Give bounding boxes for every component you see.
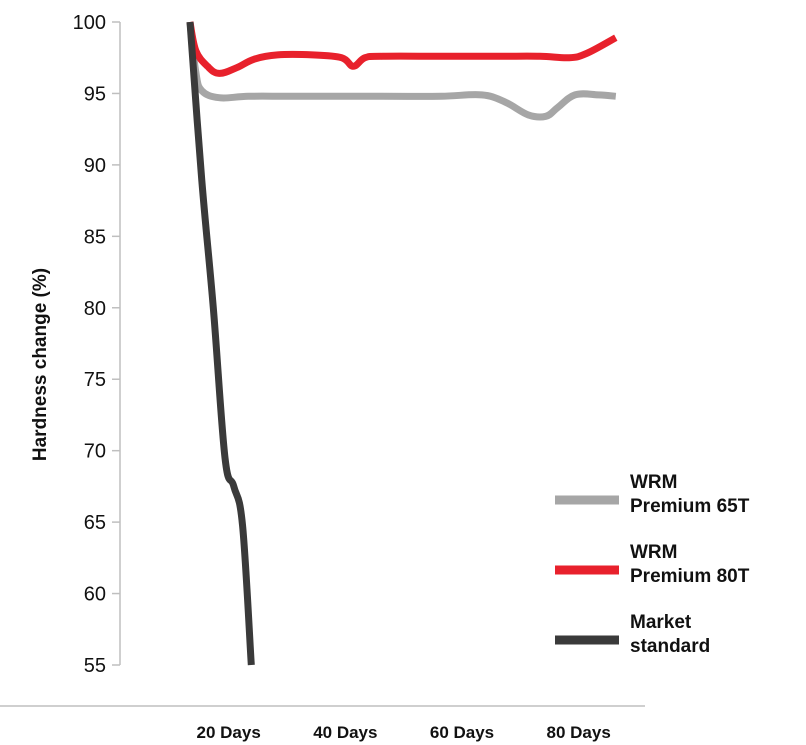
- legend-label-wrm-premium-65t: WRM Premium 65T: [630, 472, 750, 517]
- legend: WRM Premium 65T WRM Premium 80T Market standa…: [555, 472, 750, 657]
- x-tick-group: 20 Days 40 Days 60 Days 80 Days: [197, 723, 611, 742]
- x-tick-label: 40 Days: [313, 723, 377, 742]
- y-tick-label: 85: [84, 226, 106, 248]
- series-line-wrm-premium-80t: [186, 21, 618, 77]
- y-tick-label: 90: [84, 155, 106, 177]
- y-tick-label: 80: [84, 298, 106, 320]
- y-tick-label: 100: [73, 12, 106, 34]
- legend-label-wrm-premium-80t: WRM Premium 80T: [630, 542, 750, 587]
- legend-label-market-standard: Market standard: [630, 612, 710, 657]
- y-tick-label: 60: [84, 584, 106, 606]
- y-tick-label: 55: [84, 655, 106, 677]
- y-tick-label: 95: [84, 83, 106, 105]
- y-tick-label: 65: [84, 512, 106, 534]
- series-group: [186, 21, 618, 666]
- axes: 100 95 90 85 80 75 70 65 60 55 20 Days 40 Days 60 D…: [0, 12, 645, 742]
- y-tick-group: 100 95 90 85 80 75 70 65 60 55: [73, 12, 120, 677]
- series-line-market-standard: [186, 21, 255, 666]
- y-axis-label: Hardness change (%): [30, 268, 51, 461]
- y-tick-label: 70: [84, 441, 106, 463]
- series-line-wrm-premium-65t: [186, 21, 617, 121]
- x-tick-label: 60 Days: [430, 723, 494, 742]
- x-tick-label: 20 Days: [197, 723, 261, 742]
- x-tick-label: 80 Days: [547, 723, 611, 742]
- y-tick-label: 75: [84, 369, 106, 391]
